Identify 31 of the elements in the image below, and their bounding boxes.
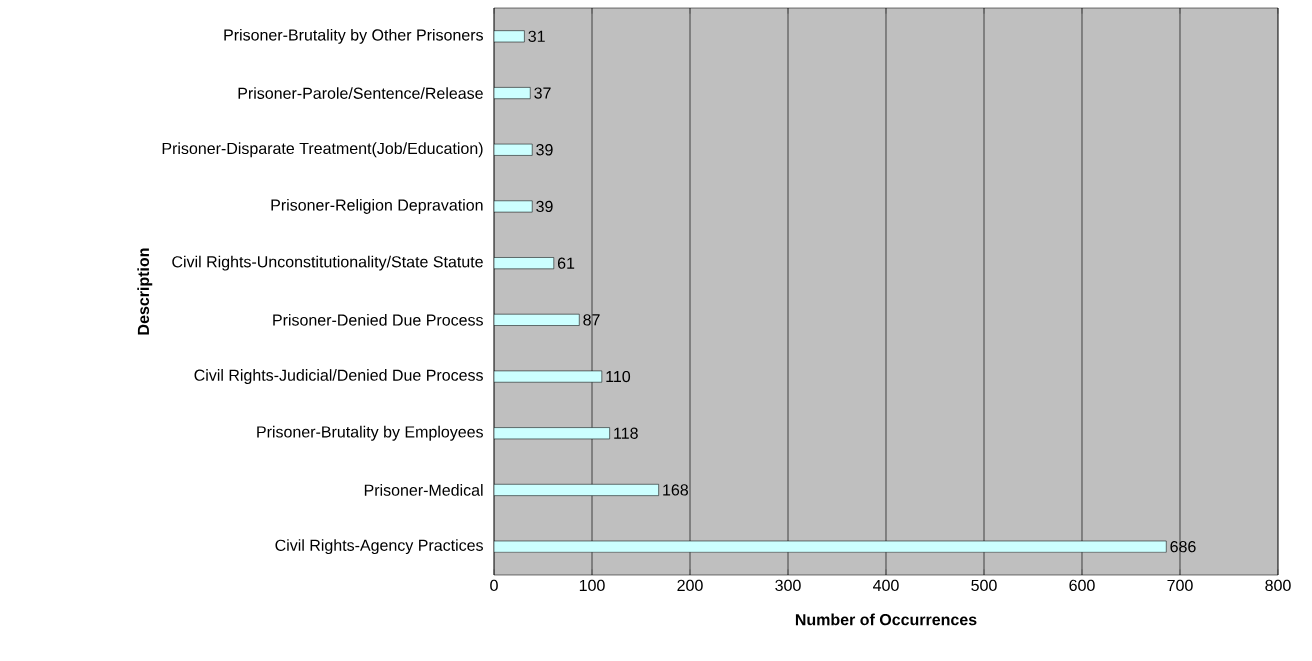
- y-tick-label: Prisoner-Brutality by Employees: [257, 425, 483, 441]
- x-tick-label: 600: [1069, 579, 1095, 592]
- y-tick-label: Prisoner-Denied Due Process: [273, 313, 483, 326]
- x-axis-title: Number of Occurrences: [795, 613, 977, 626]
- y-tick-label: Civil Rights-Judicial/Denied Due Process: [194, 369, 483, 385]
- x-tick-label: 700: [1167, 579, 1193, 592]
- data-label: 61: [557, 257, 575, 269]
- x-tick-label: 500: [971, 579, 997, 592]
- y-tick-label: Prisoner-Medical: [364, 484, 483, 496]
- data-label: 37: [534, 87, 551, 99]
- y-tick-label: Civil Rights-Agency Practices: [275, 539, 483, 555]
- x-tick-label: 400: [873, 579, 899, 592]
- data-label: 87: [583, 314, 600, 326]
- data-label: 686: [1170, 541, 1196, 553]
- x-tick-label: 300: [775, 579, 801, 592]
- y-axis-title: Description: [137, 248, 153, 335]
- y-tick-label: Prisoner-Disparate Treatment(Job/Education): [162, 142, 483, 158]
- x-tick-label: 100: [579, 579, 605, 592]
- data-label: 39: [536, 200, 553, 213]
- x-tick-label: 200: [677, 579, 703, 592]
- y-tick-label: Prisoner-Religion Depravation: [271, 199, 483, 214]
- y-tick-label: Prisoner-Parole/Sentence/Release: [238, 87, 483, 99]
- y-tick-label: Civil Rights-Unconstitutionality/State Statute: [172, 255, 483, 271]
- data-label: 168: [663, 484, 689, 496]
- data-label: 39: [536, 144, 553, 156]
- x-tick-label: 800: [1265, 579, 1291, 592]
- data-label: 110: [606, 370, 631, 383]
- data-label: 31: [528, 30, 545, 43]
- y-tick-label: Prisoner-Brutality by Other Prisoners: [224, 28, 483, 44]
- data-label: 118: [614, 427, 638, 439]
- x-tick-label: 0: [490, 579, 498, 592]
